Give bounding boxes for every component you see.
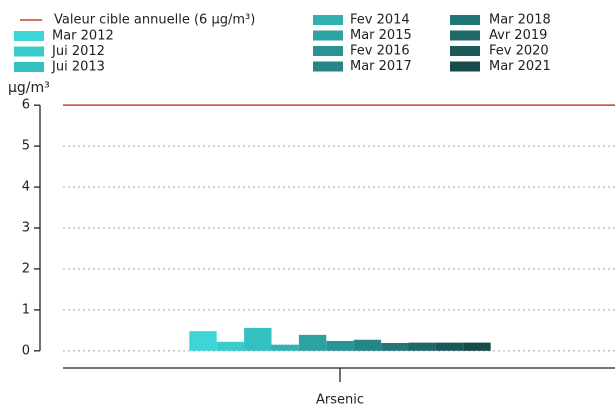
bar [408,342,436,351]
bar [381,343,409,351]
legend-label: Jui 2012 [51,44,105,59]
x-tick-label: Arsenic [316,393,364,408]
legend-label: Mar 2017 [350,59,412,74]
legend-swatch [14,46,44,57]
legend-label: Mar 2015 [350,28,412,43]
y-tick-label: 4 [22,180,30,195]
legend-swatch [450,46,480,56]
legend-label: Valeur cible annuelle (6 µg/m³) [54,13,255,28]
legend-swatch [313,30,343,41]
y-tick-label: 6 [22,98,30,113]
bar [435,342,464,351]
bar [326,340,354,351]
bar [298,334,327,351]
legend-label: Avr 2019 [489,28,547,43]
bar [463,342,491,351]
bar [353,339,382,351]
y-axis-label: µg/m³ [8,80,50,96]
bar [189,331,217,351]
legend-label: Jui 2013 [51,60,105,75]
legend-swatch [450,15,480,25]
legend-swatch [313,15,343,25]
y-tick-label: 5 [22,139,30,154]
legend-swatch [313,46,343,56]
legend-label: Fev 2014 [350,13,410,28]
y-tick-label: 0 [22,343,30,358]
legend-label: Fev 2016 [350,44,410,59]
legend-swatch [450,61,480,72]
bar [244,327,272,351]
legend-swatch [14,31,44,41]
legend-swatch [14,62,44,72]
legend-swatch [450,30,480,41]
bar [271,344,299,351]
y-tick-label: 2 [22,261,30,276]
bar [216,341,245,351]
legend-label: Mar 2018 [489,13,551,28]
legend-label: Mar 2021 [489,59,551,74]
legend-label: Mar 2012 [52,29,114,44]
y-tick-label: 3 [22,220,30,235]
legend-swatch [313,61,343,72]
legend-label: Fev 2020 [489,44,549,59]
y-tick-label: 1 [22,302,30,317]
